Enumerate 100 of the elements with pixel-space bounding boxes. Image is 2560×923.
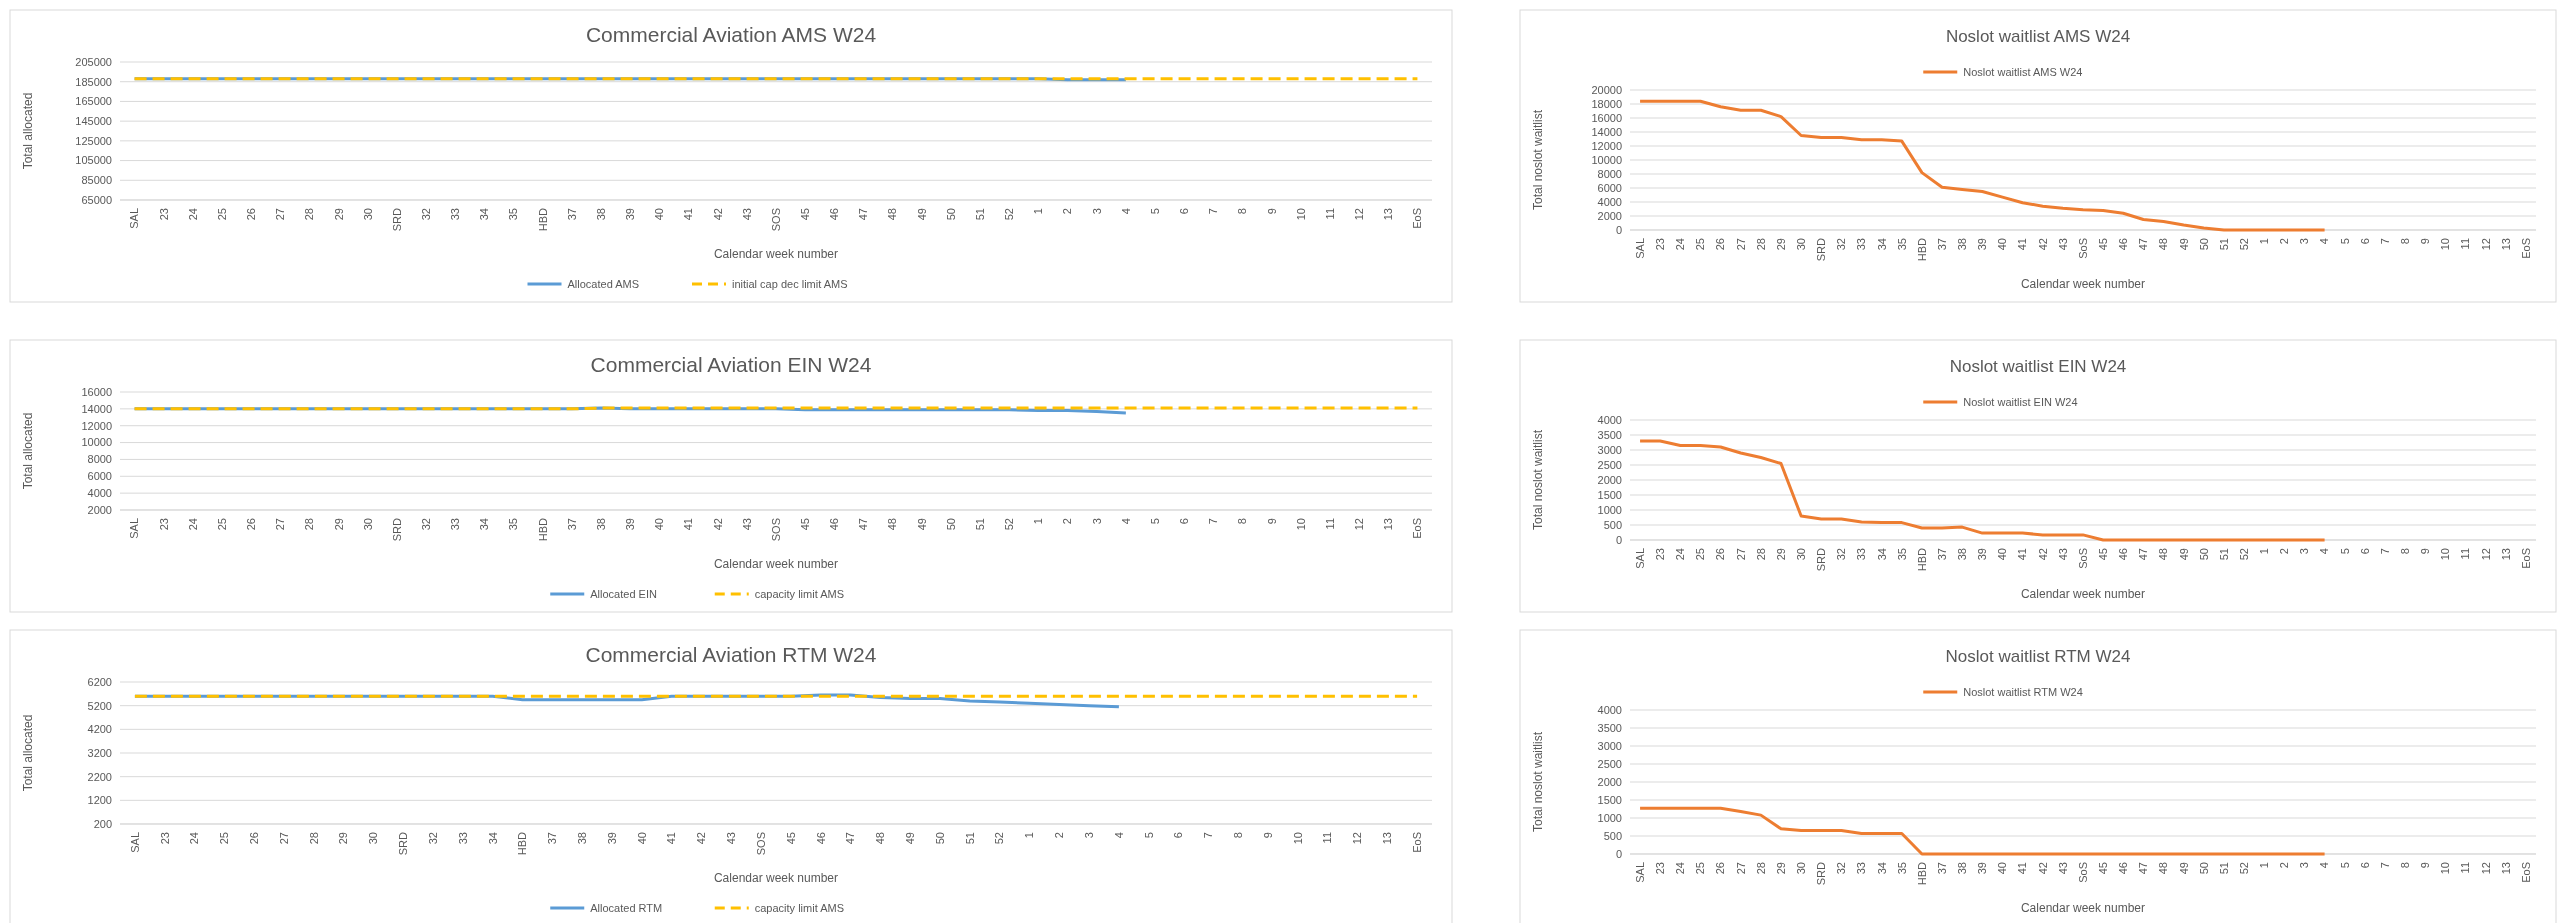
x-tick-label: 25 — [1694, 862, 1707, 875]
x-tick-label: 51 — [963, 832, 976, 845]
y-tick-label: 3200 — [87, 746, 112, 759]
x-tick-label: 43 — [740, 208, 753, 221]
x-tick-label: 40 — [653, 208, 666, 221]
x-tick-label: 37 — [1935, 862, 1948, 875]
x-tick-label: 8 — [2398, 548, 2411, 555]
x-tick-label: HBD — [536, 207, 549, 232]
x-tick-label: 41 — [682, 518, 695, 531]
x-tick-label: 11 — [2459, 238, 2472, 250]
x-tick-label: SRD — [1815, 861, 1828, 886]
x-tick-label: 7 — [1207, 208, 1220, 215]
x-tick-label: 38 — [594, 518, 607, 531]
x-tick-label: 13 — [1382, 518, 1395, 531]
x-tick-label: 1 — [2258, 238, 2271, 245]
x-tick-label: 10 — [2439, 238, 2452, 251]
x-tick-label: 39 — [1976, 238, 1989, 251]
y-tick-label: 10000 — [81, 436, 112, 449]
x-tick-label: 51 — [2217, 862, 2230, 875]
x-tick-label: 39 — [624, 208, 637, 221]
y-axis-title: Total noslot waitlist — [1531, 429, 1545, 531]
x-tick-label: 43 — [2056, 238, 2069, 251]
x-tick-label: 26 — [248, 832, 261, 845]
x-tick-label: 28 — [307, 832, 320, 845]
x-tick-label: 41 — [665, 832, 678, 845]
x-tick-label: 5 — [2338, 548, 2351, 555]
y-tick-label: 0 — [1615, 847, 1622, 860]
y-tick-label: 6000 — [1597, 181, 1622, 194]
y-tick-label: 1000 — [1597, 503, 1622, 516]
x-tick-label: 33 — [456, 832, 469, 845]
x-tick-label: EoS — [2519, 862, 2532, 883]
y-tick-label: 16000 — [81, 385, 112, 398]
x-tick-label: 28 — [1754, 548, 1767, 561]
x-tick-label: 42 — [2036, 862, 2049, 875]
y-tick-label: 0 — [1615, 533, 1622, 546]
x-tick-label: SAL — [128, 832, 141, 853]
x-tick-label: 23 — [1654, 862, 1667, 875]
x-tick-label: 33 — [1855, 862, 1868, 875]
x-tick-label: SRD — [1815, 237, 1828, 262]
legend-label: Allocated EIN — [590, 587, 657, 600]
x-tick-label: 48 — [2157, 238, 2170, 251]
x-tick-label: 12 — [2479, 548, 2492, 561]
x-tick-label: 38 — [576, 832, 589, 845]
x-tick-label: SOS — [769, 518, 782, 542]
y-tick-label: 16000 — [1591, 111, 1622, 124]
x-tick-label: 48 — [2157, 548, 2170, 561]
x-tick-label: 41 — [2016, 238, 2029, 251]
x-tick-label: 32 — [1835, 862, 1848, 875]
y-tick-label: 3000 — [1597, 739, 1622, 752]
x-tick-label: 35 — [1895, 238, 1908, 251]
x-tick-label: 33 — [1855, 548, 1868, 561]
x-tick-label: 37 — [546, 832, 559, 845]
legend-label: initial cap dec limit AMS — [732, 277, 848, 290]
x-tick-label: 37 — [1935, 238, 1948, 251]
x-tick-label: 34 — [486, 832, 499, 845]
y-tick-label: 65000 — [81, 193, 112, 206]
x-tick-label: 4 — [2318, 548, 2331, 555]
x-tick-label: 46 — [814, 832, 827, 845]
x-tick-label: 12 — [2479, 862, 2492, 875]
x-tick-label: 51 — [973, 208, 986, 221]
x-tick-label: 27 — [274, 518, 287, 531]
x-tick-label: EoS — [1410, 832, 1423, 853]
x-tick-label: 40 — [1996, 862, 2009, 875]
x-tick-label: 8 — [1236, 208, 1249, 215]
x-tick-label: 7 — [1202, 832, 1215, 839]
x-tick-label: 40 — [653, 518, 666, 531]
x-tick-label: 33 — [1855, 238, 1868, 251]
x-tick-label: HBD — [1915, 237, 1928, 262]
x-axis-title: Calendar week number — [713, 247, 839, 261]
x-tick-label: 24 — [1674, 862, 1687, 875]
legend-label: Allocated RTM — [590, 901, 663, 914]
legend-label: Noslot waitlist AMS W24 — [1963, 65, 2083, 78]
x-tick-label: 38 — [1956, 548, 1969, 561]
x-tick-label: 10 — [1294, 208, 1307, 221]
x-tick-label: 24 — [186, 208, 199, 221]
y-tick-label: 0 — [1615, 223, 1622, 236]
chart-title: Noslot waitlist EIN W24 — [1949, 357, 2127, 376]
x-tick-label: 24 — [1674, 238, 1687, 251]
x-tick-label: 47 — [2137, 238, 2150, 251]
y-axis-title: Total allocated — [21, 412, 35, 490]
x-tick-label: 30 — [1794, 238, 1807, 251]
x-tick-label: 49 — [904, 832, 917, 845]
chart-title: Commercial Aviation AMS W24 — [585, 23, 877, 46]
y-axis-title: Total allocated — [21, 92, 35, 170]
x-tick-label: 30 — [1794, 862, 1807, 875]
x-tick-label: 35 — [1895, 862, 1908, 875]
y-tick-label: 125000 — [75, 134, 112, 147]
x-tick-label: 27 — [274, 208, 287, 221]
x-tick-label: 41 — [2016, 862, 2029, 875]
chart-title: Noslot waitlist RTM W24 — [1945, 647, 2131, 666]
x-tick-label: 40 — [1996, 548, 2009, 561]
x-tick-label: 32 — [1835, 548, 1848, 561]
x-tick-label: 4 — [1119, 208, 1132, 215]
x-tick-label: 1 — [1023, 832, 1036, 839]
x-tick-label: 29 — [337, 832, 350, 845]
x-tick-label: 52 — [2237, 862, 2250, 875]
x-tick-label: 8 — [1232, 832, 1245, 839]
y-tick-label: 14000 — [81, 402, 112, 415]
x-tick-label: 9 — [1261, 832, 1274, 839]
x-tick-label: 39 — [624, 518, 637, 531]
